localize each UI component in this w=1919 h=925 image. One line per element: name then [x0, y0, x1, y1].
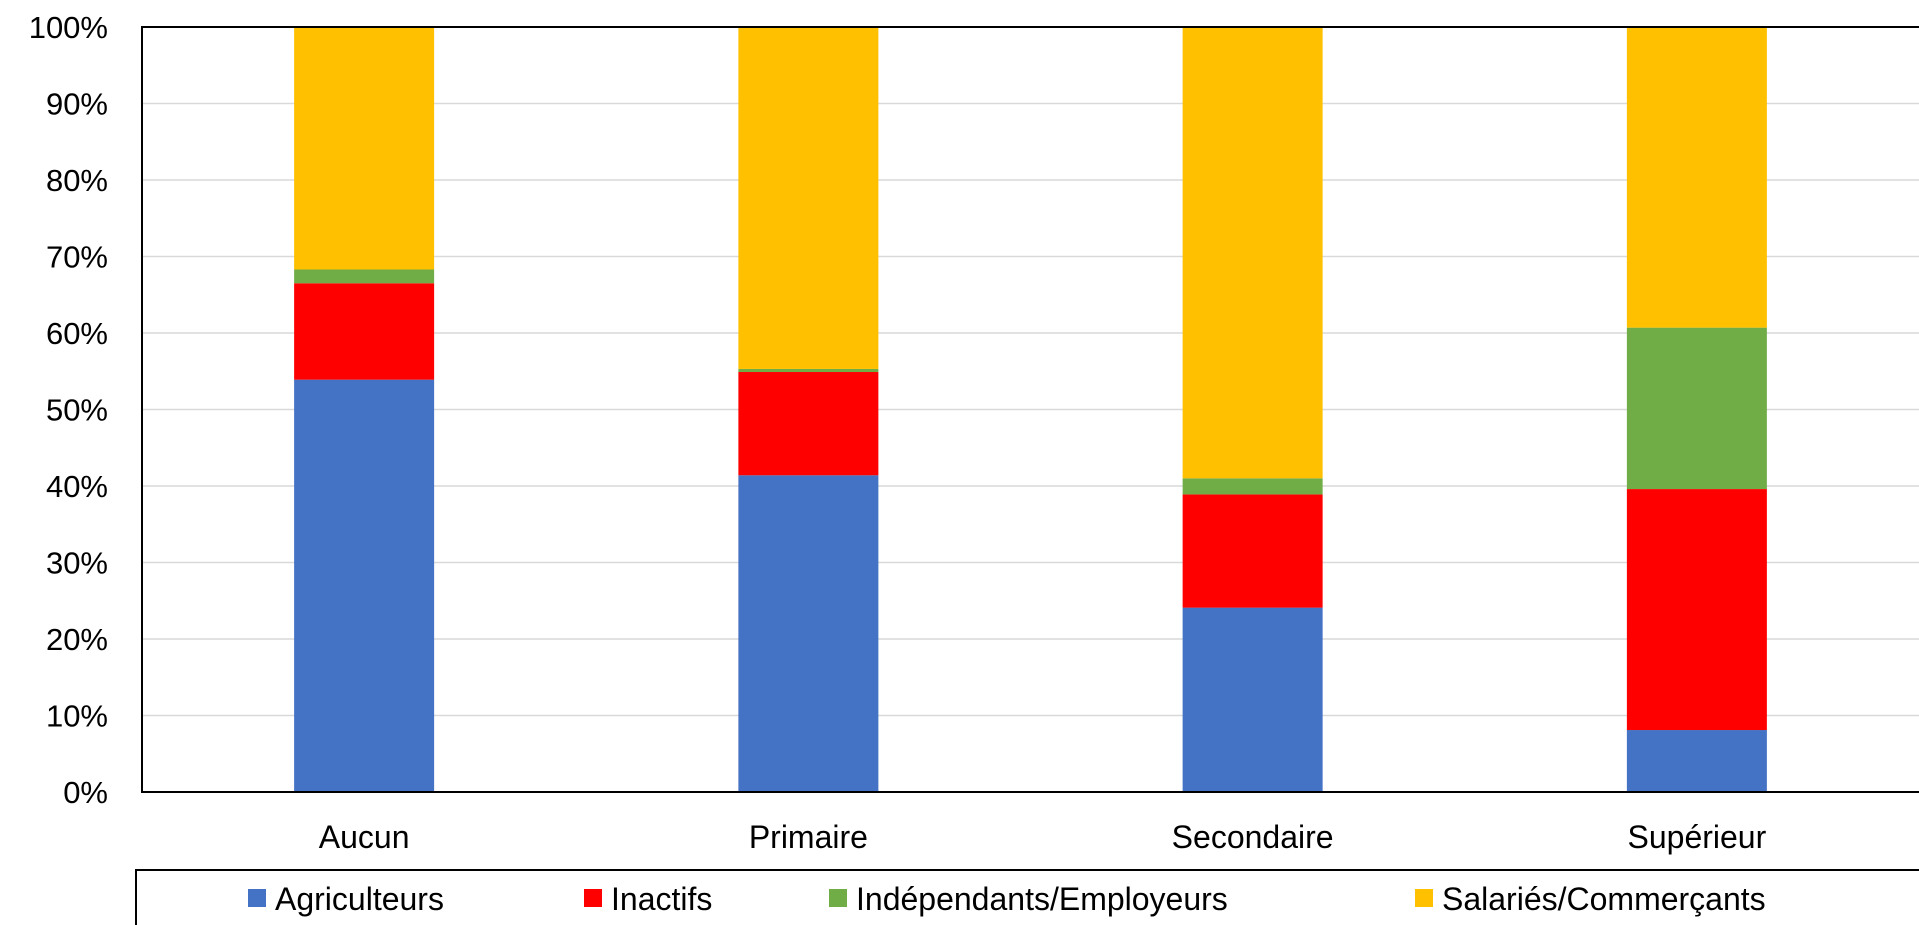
- bar-segment: [1182, 607, 1323, 792]
- bar-segment: [1182, 494, 1323, 608]
- y-tick-label: 0%: [63, 775, 108, 810]
- bar-segment: [738, 475, 879, 792]
- legend-label: Agriculteurs: [275, 881, 444, 917]
- bar-segment: [1182, 478, 1323, 495]
- bar-segment: [1626, 489, 1767, 731]
- legend-frame: [135, 869, 1919, 925]
- legend-label: Indépendants/Employeurs: [856, 881, 1228, 917]
- y-tick-label: 20%: [46, 622, 108, 657]
- y-tick-label: 40%: [46, 469, 108, 504]
- x-axis-categories: Aucun Primaire Secondaire Supérieur: [319, 819, 1767, 855]
- legend-label: Salariés/Commerçants: [1442, 881, 1766, 917]
- bar-segment: [1626, 730, 1767, 792]
- y-tick-label: 90%: [46, 87, 108, 122]
- y-tick-label: 50%: [46, 393, 108, 428]
- bar-segment: [294, 269, 435, 284]
- y-axis-ticks: 0% 10% 20% 30% 40% 50% 60% 70% 80% 90% 100%: [29, 10, 108, 810]
- plot-area-frame: [141, 26, 1919, 793]
- bar-segment: [294, 379, 435, 792]
- y-tick-label: 80%: [46, 163, 108, 198]
- legend-swatch: [829, 889, 847, 907]
- bar-segment: [738, 27, 879, 369]
- legend-swatch: [248, 889, 266, 907]
- y-tick-label: 10%: [46, 699, 108, 734]
- x-category-label: Primaire: [749, 819, 868, 855]
- legend-swatch: [1415, 889, 1433, 907]
- bar-segment: [1182, 27, 1323, 479]
- x-category-label: Secondaire: [1172, 819, 1334, 855]
- y-tick-label: 30%: [46, 546, 108, 581]
- bar-segment: [738, 372, 879, 476]
- x-category-label: Aucun: [319, 819, 410, 855]
- y-tick-label: 70%: [46, 240, 108, 275]
- bars: [294, 27, 1767, 792]
- y-tick-label: 100%: [29, 10, 108, 45]
- bar-segment: [294, 27, 435, 270]
- gridlines: [142, 102, 1919, 717]
- bar-segment: [294, 283, 435, 380]
- y-tick-label: 60%: [46, 316, 108, 351]
- legend-swatch: [584, 889, 602, 907]
- bar-segment: [1626, 327, 1767, 490]
- bar-segment: [738, 368, 879, 373]
- bar-segment: [1626, 27, 1767, 328]
- legend: Agriculteurs Inactifs Indépendants/Employe…: [135, 869, 1919, 925]
- x-category-label: Supérieur: [1628, 819, 1767, 855]
- legend-label: Inactifs: [611, 881, 712, 917]
